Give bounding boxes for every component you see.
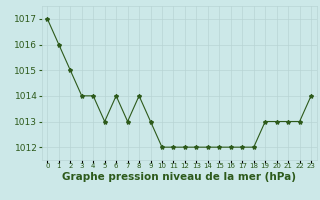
X-axis label: Graphe pression niveau de la mer (hPa): Graphe pression niveau de la mer (hPa) (62, 172, 296, 182)
